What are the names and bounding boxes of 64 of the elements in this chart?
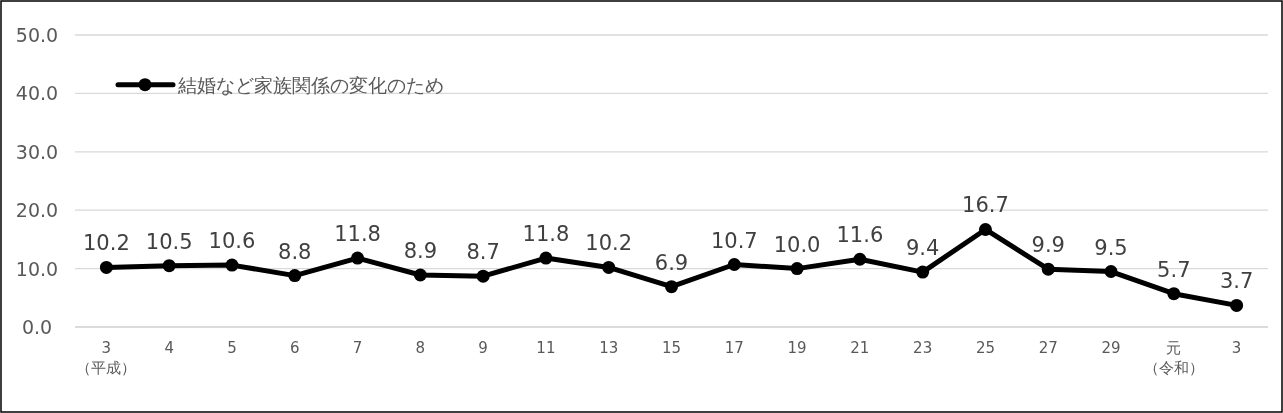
x-tick-label: 3 (1230, 338, 1243, 358)
x-tick-label: 8 (414, 338, 427, 358)
point (1041, 262, 1055, 276)
y-tick-label: 20.0 (15, 199, 59, 222)
point (602, 260, 616, 274)
legend-label: 結婚など家族関係の変化のため (177, 73, 444, 96)
point (916, 265, 930, 279)
point (665, 280, 678, 294)
point (790, 262, 804, 276)
x-tick-label: 6 (288, 338, 301, 358)
data-label: 8.7 (466, 240, 500, 265)
point (476, 269, 490, 283)
x-tick-label: 15 (660, 338, 683, 358)
data-label: 10.7 (710, 228, 758, 253)
data-label: 10.0 (773, 232, 821, 257)
point (225, 258, 239, 272)
data-label: 9.5 (1094, 235, 1128, 260)
y-tick-label: 50.0 (15, 24, 59, 46)
data-label: 11.8 (334, 222, 381, 247)
y-tick-label: 0.0 (21, 316, 53, 338)
data-label: 10.6 (208, 229, 256, 254)
point (162, 259, 176, 273)
point (539, 251, 553, 265)
data-label: 16.7 (962, 193, 1009, 218)
x-tick-label: 元（令和） (1142, 338, 1205, 378)
point (1230, 298, 1244, 312)
x-tick-label: 19 (786, 338, 808, 358)
point (288, 269, 302, 283)
point (413, 268, 427, 282)
x-tick-label: 13 (598, 338, 620, 358)
point (727, 258, 741, 272)
point (978, 222, 992, 236)
x-tick-label: 7 (351, 338, 364, 358)
x-tick-label: 11 (535, 338, 557, 358)
x-tick-label: 29 (1100, 338, 1122, 358)
point (99, 260, 113, 274)
y-tick-label: 40.0 (15, 82, 59, 105)
data-label: 10.2 (83, 231, 130, 256)
x-tick-label: 27 (1037, 338, 1059, 358)
x-tick-label: 21 (849, 338, 871, 358)
y-tick-label: 10.0 (15, 257, 59, 280)
point (351, 251, 365, 265)
data-label: 11.8 (522, 222, 570, 247)
data-label: 9.9 (1031, 233, 1065, 258)
data-label: 5.7 (1157, 257, 1191, 282)
point (1167, 287, 1181, 301)
data-label: 9.4 (905, 236, 940, 261)
data-label: 11.6 (836, 223, 884, 248)
x-tick-label: 4 (163, 338, 175, 358)
x-tick-label: 23 (912, 338, 934, 358)
point (853, 252, 867, 266)
data-label: 10.5 (145, 229, 193, 254)
x-tick-label: 17 (723, 338, 745, 358)
x-tick-label: 5 (226, 338, 238, 358)
data-label: 8.8 (278, 239, 312, 264)
data-label: 3.7 (1219, 269, 1254, 294)
data-label: 6.9 (654, 250, 689, 275)
data-label: 8.9 (403, 239, 438, 264)
x-tick-label: 9 (477, 338, 489, 358)
point (1104, 265, 1118, 279)
data-label: 10.2 (585, 231, 633, 256)
x-tick-label: 3（平成） (75, 338, 138, 378)
y-tick-label: 30.0 (15, 140, 59, 163)
x-tick-label: 25 (974, 338, 996, 358)
